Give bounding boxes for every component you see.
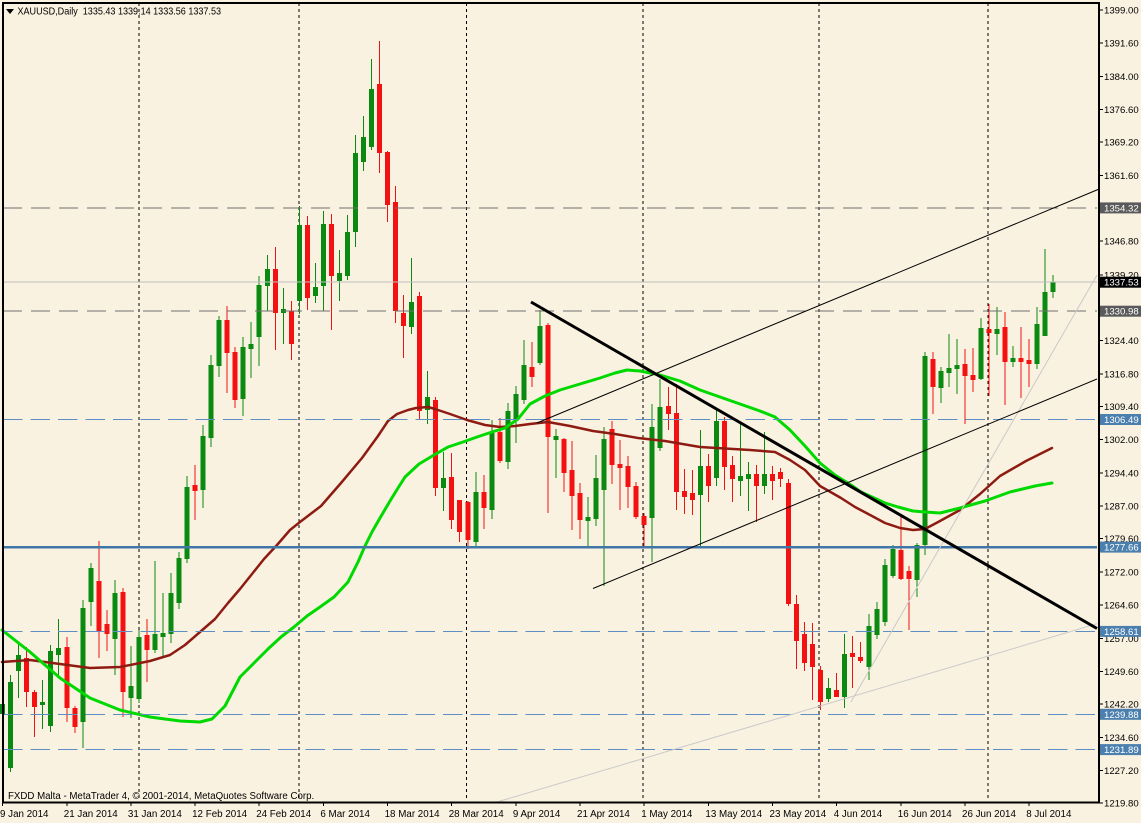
- svg-text:24 Feb 2014: 24 Feb 2014: [256, 809, 312, 820]
- svg-text:1239.88: 1239.88: [1104, 710, 1139, 721]
- svg-text:1242.20: 1242.20: [1104, 700, 1139, 711]
- svg-text:1257.00: 1257.00: [1104, 634, 1139, 645]
- svg-text:12 Feb 2014: 12 Feb 2014: [192, 809, 248, 820]
- svg-text:23 May 2014: 23 May 2014: [770, 809, 827, 820]
- svg-text:1316.80: 1316.80: [1104, 369, 1139, 380]
- svg-text:XAUUSD,Daily 1335.43 1339.14: XAUUSD,Daily 1335.43 1339.14 1333.56 133…: [18, 7, 222, 18]
- svg-text:9 Jan 2014: 9 Jan 2014: [0, 809, 49, 820]
- svg-text:1 May 2014: 1 May 2014: [641, 809, 693, 820]
- svg-text:1234.60: 1234.60: [1104, 733, 1139, 744]
- svg-text:21 Jan 2014: 21 Jan 2014: [64, 809, 118, 820]
- svg-text:1391.60: 1391.60: [1104, 38, 1139, 49]
- svg-text:16 Jun 2014: 16 Jun 2014: [898, 809, 952, 820]
- svg-text:1369.20: 1369.20: [1104, 138, 1139, 149]
- svg-text:1376.60: 1376.60: [1104, 105, 1139, 116]
- svg-text:1279.60: 1279.60: [1104, 534, 1139, 545]
- svg-text:1277.66: 1277.66: [1104, 543, 1139, 554]
- svg-text:31 Jan 2014: 31 Jan 2014: [128, 809, 182, 820]
- svg-text:1272.00: 1272.00: [1104, 568, 1139, 579]
- svg-text:1346.80: 1346.80: [1104, 237, 1139, 248]
- svg-text:1258.61: 1258.61: [1104, 627, 1139, 638]
- svg-text:1337.53: 1337.53: [1104, 278, 1139, 289]
- svg-text:1361.60: 1361.60: [1104, 171, 1139, 182]
- svg-text:1354.32: 1354.32: [1104, 203, 1139, 214]
- svg-text:1287.00: 1287.00: [1104, 501, 1139, 512]
- svg-text:28 Mar 2014: 28 Mar 2014: [449, 809, 505, 820]
- svg-text:1302.00: 1302.00: [1104, 435, 1139, 446]
- svg-text:1324.40: 1324.40: [1104, 336, 1139, 347]
- svg-text:FXDD Malta - MetaTrader 4, © 2: FXDD Malta - MetaTrader 4, © 2001-2014, …: [8, 791, 314, 802]
- svg-text:1227.20: 1227.20: [1104, 766, 1139, 777]
- svg-text:9 Apr 2014: 9 Apr 2014: [513, 809, 561, 820]
- svg-text:1219.80: 1219.80: [1104, 799, 1139, 810]
- svg-text:1306.49: 1306.49: [1104, 415, 1139, 426]
- svg-text:21 Apr 2014: 21 Apr 2014: [577, 809, 630, 820]
- svg-text:1264.60: 1264.60: [1104, 600, 1139, 611]
- svg-text:6 Mar 2014: 6 Mar 2014: [320, 809, 370, 820]
- svg-text:1399.00: 1399.00: [1104, 6, 1139, 17]
- svg-text:4 Jun 2014: 4 Jun 2014: [834, 809, 883, 820]
- svg-text:1339.20: 1339.20: [1104, 270, 1139, 281]
- svg-text:1384.00: 1384.00: [1104, 72, 1139, 83]
- svg-text:1309.40: 1309.40: [1104, 402, 1139, 413]
- svg-text:26 Jun 2014: 26 Jun 2014: [962, 809, 1016, 820]
- svg-text:13 May 2014: 13 May 2014: [705, 809, 762, 820]
- svg-text:18 Mar 2014: 18 Mar 2014: [385, 809, 441, 820]
- svg-text:1249.60: 1249.60: [1104, 667, 1139, 678]
- svg-text:8 Jul 2014: 8 Jul 2014: [1026, 809, 1072, 820]
- svg-text:1231.89: 1231.89: [1104, 745, 1139, 756]
- svg-text:1330.98: 1330.98: [1104, 307, 1139, 318]
- svg-text:1294.40: 1294.40: [1104, 469, 1139, 480]
